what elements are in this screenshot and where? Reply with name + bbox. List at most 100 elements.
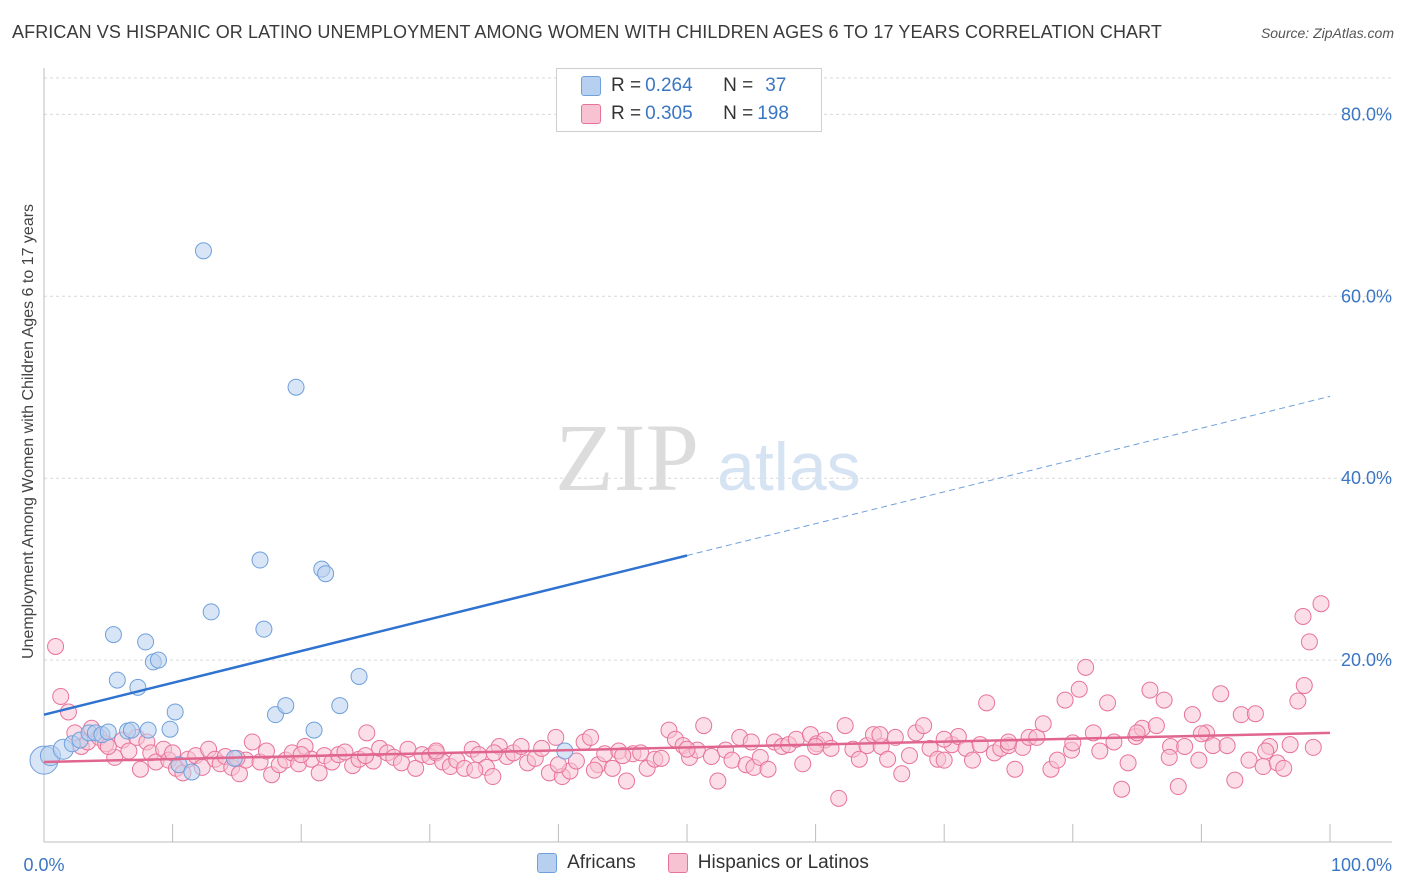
africans-trend-line: [43, 554, 688, 716]
y-tick-label: 20.0%: [1341, 650, 1392, 670]
hispanic-point: [850, 750, 868, 768]
n-label: N =: [723, 103, 754, 124]
hispanic-point: [879, 750, 897, 768]
african-point: [161, 720, 179, 738]
hispanic-point: [1169, 778, 1187, 796]
hispanics-swatch: [581, 104, 601, 124]
hispanic-point: [1275, 759, 1293, 777]
hispanic-point: [407, 759, 425, 777]
hispanic-point: [1281, 736, 1299, 754]
hispanic-point: [1218, 737, 1236, 755]
african-point: [350, 667, 368, 685]
hispanic-point: [131, 760, 149, 778]
hispanic-point: [1304, 738, 1322, 756]
legend-label-hispanics: Hispanics or Latinos: [697, 852, 869, 873]
gridlines: [44, 77, 1392, 661]
watermark-zip: ZIP: [555, 404, 699, 511]
series-legend: Africans Hispanics or Latinos: [0, 852, 1406, 874]
hispanic-point: [1006, 760, 1024, 778]
hispanic-point: [935, 751, 953, 769]
hispanic-point: [742, 733, 760, 751]
hispanic-point: [900, 747, 918, 765]
african-point: [104, 626, 122, 644]
hispanic-point: [1246, 705, 1264, 723]
hispanic-point: [1147, 717, 1165, 735]
hispanic-point: [1048, 751, 1066, 769]
hispanic-point: [963, 751, 981, 769]
hispanic-point: [1119, 754, 1137, 772]
african-point: [277, 697, 295, 715]
african-point: [287, 378, 305, 396]
hispanic-point: [915, 717, 933, 735]
hispanic-point: [243, 733, 261, 751]
african-point: [166, 703, 184, 721]
chart-title: AFRICAN VS HISPANIC OR LATINO UNEMPLOYME…: [12, 22, 1163, 42]
hispanic-point: [1190, 751, 1208, 769]
hispanic-point: [978, 694, 996, 712]
africans-points: [29, 242, 574, 781]
hispanic-point: [1141, 681, 1159, 699]
hispanic-point: [1028, 728, 1046, 746]
hispanic-point: [1091, 742, 1109, 760]
africans-legend-swatch: [537, 853, 558, 873]
hispanics-legend-swatch: [667, 853, 688, 873]
african-point: [183, 763, 201, 781]
n-value: 37: [765, 75, 787, 96]
african-point: [305, 721, 323, 739]
hispanic-point: [759, 760, 777, 778]
y-tick-label: 60.0%: [1341, 286, 1392, 306]
hispanic-point: [1254, 758, 1272, 776]
hispanic-point: [1212, 685, 1230, 703]
hispanic-point: [836, 717, 854, 735]
hispanic-point: [1113, 780, 1131, 798]
hispanic-point: [292, 746, 310, 764]
axes: [43, 68, 1392, 843]
n-value: 198: [757, 103, 789, 124]
hispanic-point: [1312, 595, 1330, 613]
hispanic-point: [702, 748, 720, 766]
africans-swatch: [581, 76, 601, 96]
hispanic-point: [582, 728, 600, 746]
x-tick-label: 100.0%: [1331, 855, 1392, 875]
y-tick-label: 40.0%: [1341, 468, 1392, 488]
hispanic-point: [751, 748, 769, 766]
hispanic-point: [618, 772, 636, 790]
african-point: [139, 721, 157, 739]
africans-trend-extension: [686, 395, 1331, 556]
hispanic-point: [533, 739, 551, 757]
legend-item-hispanics[interactable]: Hispanics or Latinos: [667, 852, 869, 874]
r-label: R =: [611, 75, 642, 96]
hispanic-point: [1084, 724, 1102, 742]
hispanic-point: [1155, 691, 1173, 709]
african-point: [194, 242, 212, 260]
hispanic-point: [1240, 751, 1258, 769]
hispanic-point: [427, 742, 445, 760]
hispanics-points: [47, 595, 1330, 807]
hispanic-point: [893, 765, 911, 783]
hispanic-point: [1064, 734, 1082, 752]
african-point: [331, 697, 349, 715]
n-label: N =: [723, 75, 754, 96]
hispanic-point: [871, 726, 889, 744]
hispanic-point: [1160, 748, 1178, 766]
legend-item-africans[interactable]: Africans: [537, 852, 636, 874]
hispanic-point: [1232, 706, 1250, 724]
source-label: Source: ZipAtlas.com: [1260, 25, 1394, 41]
y-tick-label: 80.0%: [1341, 104, 1392, 124]
hispanic-point: [678, 740, 696, 758]
hispanic-point: [1289, 692, 1307, 710]
hispanic-point: [1105, 733, 1123, 751]
african-point: [251, 551, 269, 569]
hispanic-point: [794, 755, 812, 773]
hispanic-point: [1204, 737, 1222, 755]
hispanic-point: [47, 637, 65, 655]
hispanic-point: [1176, 738, 1194, 755]
stats-row-hispanics: R = 0.305 N = 198: [581, 102, 789, 126]
african-point: [99, 723, 117, 741]
hispanic-point: [547, 728, 565, 746]
african-point: [108, 671, 126, 689]
hispanic-point: [52, 687, 70, 705]
hispanic-point: [1257, 742, 1275, 760]
hispanic-point: [310, 764, 328, 782]
